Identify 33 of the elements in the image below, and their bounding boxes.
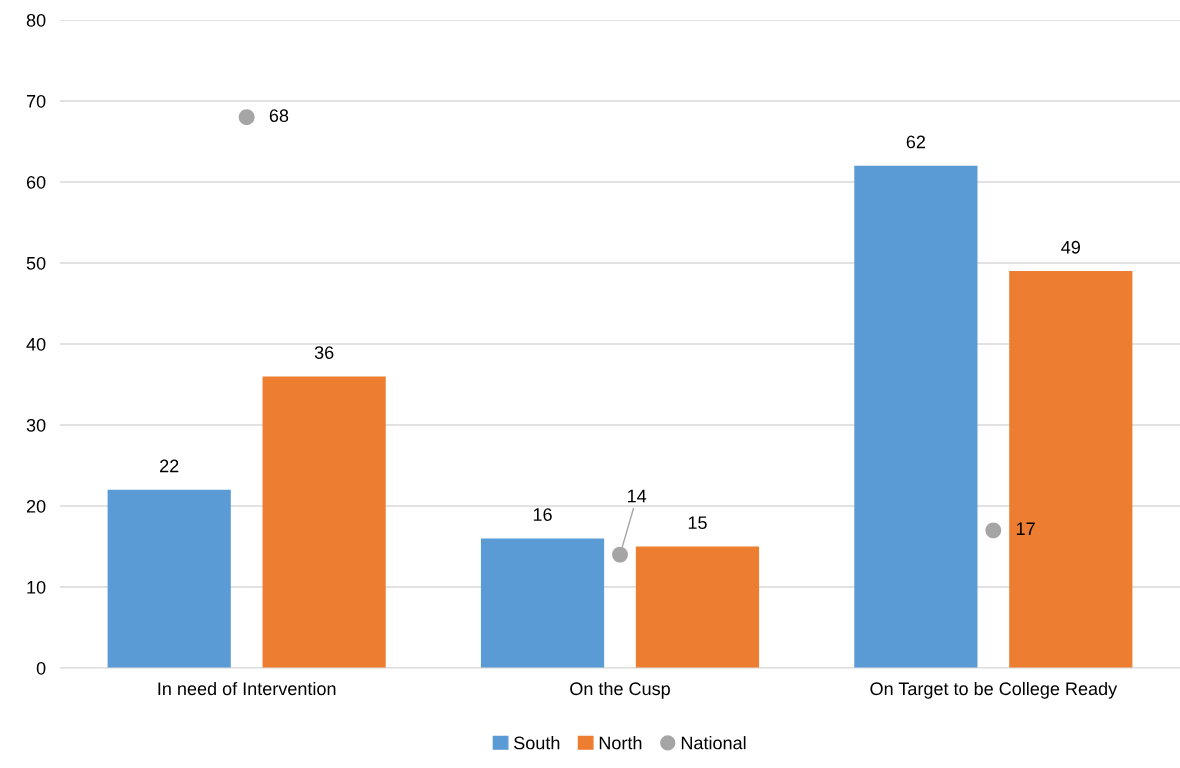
x-tick-label: On Target to be College Ready	[870, 681, 1118, 699]
y-tick-label: 10	[27, 580, 46, 594]
legend-label: South	[514, 736, 560, 750]
data-label: 62	[906, 135, 925, 149]
bar	[854, 165, 978, 668]
bar	[480, 538, 605, 668]
y-tick-label: 70	[26, 94, 46, 108]
y-tick-label: 50	[26, 256, 46, 270]
bar	[1009, 271, 1133, 668]
y-tick-label: 80	[26, 13, 46, 27]
point	[238, 109, 255, 126]
data-label: 17	[1016, 522, 1035, 535]
x-tick-label: In need of Intervention	[158, 681, 336, 696]
legend-label: North	[599, 736, 642, 750]
data-label: 14	[628, 489, 647, 503]
data-label: 68	[269, 109, 289, 123]
bar	[262, 376, 386, 668]
y-tick-label: 30	[26, 418, 46, 432]
y-tick-label: 20	[26, 499, 46, 513]
y-tick-label: 0	[36, 661, 46, 675]
data-label: 49	[1061, 240, 1080, 254]
y-tick-label: 60	[26, 175, 46, 189]
point	[985, 522, 1002, 539]
bar	[107, 489, 231, 668]
data-label: 16	[533, 508, 552, 521]
bar	[635, 546, 760, 668]
data-label: 36	[314, 346, 334, 359]
y-tick-label: 40	[26, 337, 46, 351]
x-tick-label: On the Cusp	[570, 681, 670, 699]
point	[612, 546, 628, 563]
legend-label: National	[681, 736, 746, 750]
data-label: 22	[160, 459, 179, 473]
data-label: 15	[688, 516, 707, 530]
